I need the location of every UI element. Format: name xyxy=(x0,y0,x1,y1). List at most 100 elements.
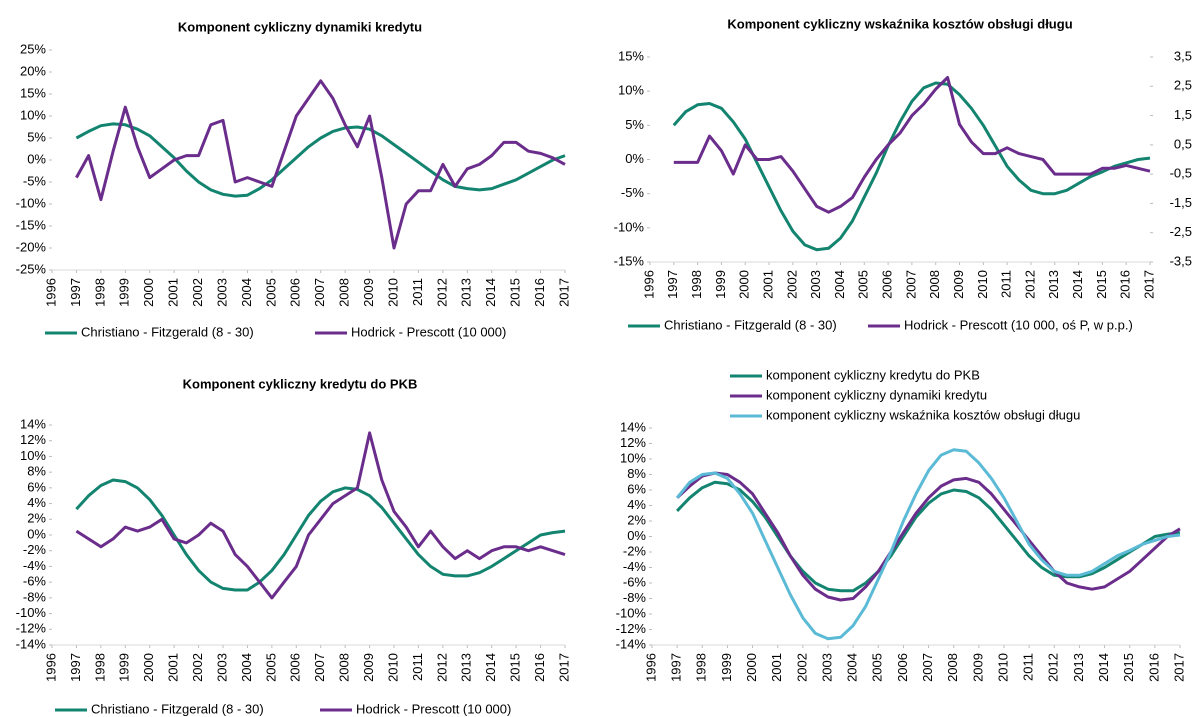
y-tick-label: -15% xyxy=(16,217,47,232)
x-tick-label: 2016 xyxy=(532,653,547,682)
x-tick-label: 2010 xyxy=(975,270,990,299)
y-tick-label: 5% xyxy=(27,129,46,144)
x-tick-label: 2015 xyxy=(508,653,523,682)
x-tick-label: 2002 xyxy=(190,653,205,682)
y2-tick-label: 3,5 xyxy=(1174,48,1192,63)
series-line xyxy=(75,478,566,592)
y-tick-label: 20% xyxy=(20,63,46,78)
x-tick-label: 2011 xyxy=(410,278,425,306)
x-tick-label: 2008 xyxy=(337,278,352,307)
y-tick-label: 10% xyxy=(618,83,644,98)
x-tick-label: 1998 xyxy=(694,653,709,682)
y-tick-label: -10% xyxy=(16,605,47,620)
legend-label: komponent cykliczny wskaźnika kosztów ob… xyxy=(766,407,1080,422)
legend-label: Christiano - Fitzgerald (8 - 30) xyxy=(664,317,837,332)
x-tick-label: 2009 xyxy=(951,270,966,299)
x-tick-label: 1998 xyxy=(92,653,107,682)
x-tick-label: 2017 xyxy=(1141,270,1156,299)
y2-tick-label: 2,5 xyxy=(1174,78,1192,93)
x-tick-label: 2017 xyxy=(556,653,571,682)
y-tick-label: -15% xyxy=(614,253,645,268)
x-tick-label: 2014 xyxy=(483,653,498,682)
legend-label: Hodrick - Prescott (10 000) xyxy=(351,324,506,339)
x-tick-label: 2013 xyxy=(1071,653,1086,682)
x-tick-label: 2014 xyxy=(1070,270,1085,299)
x-tick-label: 2006 xyxy=(288,278,303,307)
x-tick-label: 2015 xyxy=(1121,653,1136,682)
y-tick-label: 0% xyxy=(27,526,46,541)
y-tick-label: 12% xyxy=(20,432,46,447)
x-tick-label: 1996 xyxy=(643,653,658,682)
x-tick-label: 2016 xyxy=(1118,270,1133,299)
legend-label: Hodrick - Prescott (10 000, oś P, w p.p.… xyxy=(904,317,1133,332)
y-tick-label: -20% xyxy=(16,239,47,254)
y-tick-label: 6% xyxy=(627,481,646,496)
x-tick-label: 2012 xyxy=(1046,653,1061,682)
y-tick-label: 0% xyxy=(27,151,46,166)
y-tick-label: -2% xyxy=(23,542,47,557)
x-tick-label: 2009 xyxy=(361,278,376,307)
x-tick-label: 2005 xyxy=(856,270,871,299)
x-tick-label: 2007 xyxy=(312,653,327,682)
x-tick-label: 2013 xyxy=(459,653,474,682)
x-tick-label: 1999 xyxy=(713,270,728,299)
x-tick-label: 2008 xyxy=(927,270,942,299)
y2-tick-label: -2,5 xyxy=(1170,224,1192,239)
x-tick-label: 2015 xyxy=(508,278,523,307)
x-tick-label: 2003 xyxy=(819,653,834,682)
x-tick-label: 2009 xyxy=(970,653,985,682)
x-tick-label: 2006 xyxy=(880,270,895,299)
y-tick-label: -12% xyxy=(616,621,647,636)
x-tick-label: 2011 xyxy=(999,270,1014,298)
y-tick-label: -10% xyxy=(616,605,647,620)
x-tick-label: 2004 xyxy=(832,270,847,299)
y-tick-label: 15% xyxy=(618,48,644,63)
y-tick-label: 0% xyxy=(625,151,644,166)
y-tick-label: -10% xyxy=(16,195,47,210)
y-tick-label: 0% xyxy=(627,528,646,543)
chart-title: Komponent cykliczny dynamiki kredytu xyxy=(178,19,422,34)
x-tick-label: 2003 xyxy=(808,270,823,299)
y-tick-label: 10% xyxy=(20,107,46,122)
y-tick-label: -4% xyxy=(623,559,647,574)
x-tick-label: 2006 xyxy=(895,653,910,682)
x-tick-label: 2002 xyxy=(784,270,799,299)
y2-tick-label: -0,5 xyxy=(1170,166,1192,181)
x-tick-label: 2007 xyxy=(903,270,918,299)
y-tick-label: 8% xyxy=(627,466,646,481)
x-tick-label: 2000 xyxy=(737,270,752,299)
y2-tick-label: 1,5 xyxy=(1174,107,1192,122)
x-tick-label: 2004 xyxy=(239,653,254,682)
series-line xyxy=(676,480,1181,593)
x-tick-label: 1999 xyxy=(117,278,132,307)
x-tick-label: 2016 xyxy=(532,278,547,307)
x-tick-label: 2010 xyxy=(995,653,1010,682)
series-line xyxy=(675,448,1181,641)
y-tick-label: -6% xyxy=(623,574,647,589)
series-line xyxy=(672,81,1151,252)
x-tick-label: 1998 xyxy=(689,270,704,299)
chart-title: Komponent cykliczny kredytu do PKB xyxy=(183,376,418,391)
x-tick-label: 2001 xyxy=(760,270,775,299)
y-tick-label: 25% xyxy=(20,41,46,56)
y-tick-label: -5% xyxy=(621,185,645,200)
y-tick-label: -14% xyxy=(16,636,47,651)
y-tick-label: 10% xyxy=(20,448,46,463)
y-tick-label: 10% xyxy=(620,450,646,465)
x-tick-label: 2017 xyxy=(1171,653,1186,682)
series-line xyxy=(673,76,1151,214)
y2-tick-label: 0,5 xyxy=(1174,136,1192,151)
x-tick-label: 2006 xyxy=(288,653,303,682)
x-tick-label: 2004 xyxy=(845,653,860,682)
y-tick-label: 5% xyxy=(625,117,644,132)
y2-tick-label: -3,5 xyxy=(1170,253,1192,268)
x-tick-label: 2007 xyxy=(312,278,327,307)
x-tick-label: 2005 xyxy=(263,278,278,307)
x-tick-label: 2008 xyxy=(945,653,960,682)
x-tick-label: 2001 xyxy=(769,653,784,682)
x-tick-label: 2004 xyxy=(239,278,254,307)
y-tick-label: -2% xyxy=(623,543,647,558)
legend-label: komponent cykliczny dynamiki kredytu xyxy=(766,387,987,402)
y-tick-label: -8% xyxy=(623,590,647,605)
